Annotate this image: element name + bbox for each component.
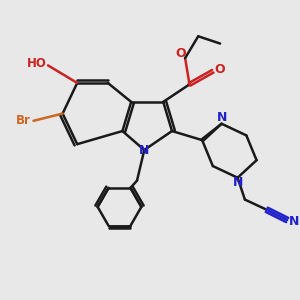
Text: N: N (216, 111, 227, 124)
Text: O: O (215, 63, 225, 76)
Text: N: N (232, 176, 243, 190)
Text: N: N (139, 143, 149, 157)
Text: O: O (176, 47, 186, 60)
Text: Br: Br (16, 114, 31, 127)
Text: HO: HO (27, 58, 46, 70)
Text: N: N (289, 215, 300, 228)
